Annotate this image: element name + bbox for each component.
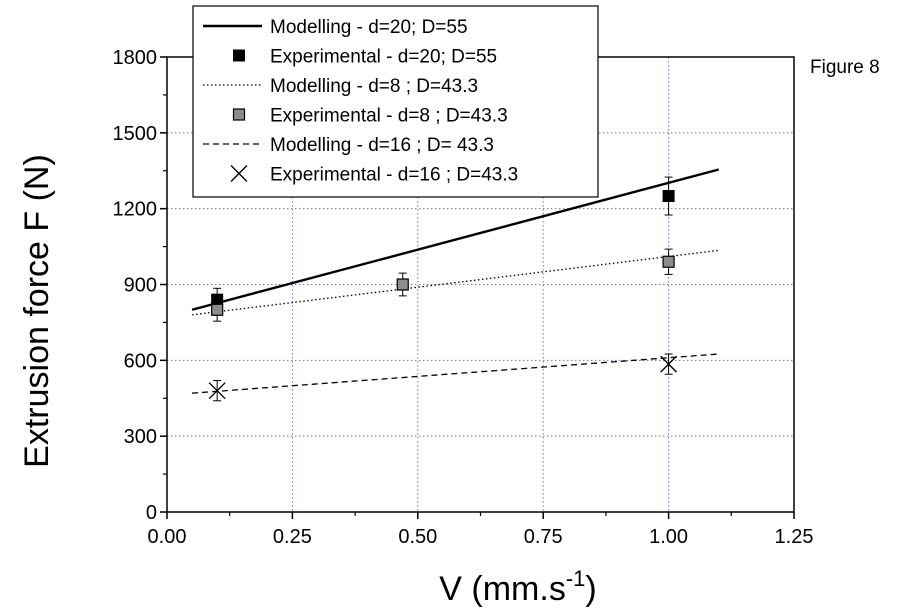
ticks <box>160 56 795 519</box>
x-tick-label: 0.00 <box>148 526 187 548</box>
data-point <box>208 382 226 400</box>
series-4 <box>211 248 675 322</box>
legend-symbol-4 <box>232 108 246 121</box>
data-point <box>660 355 678 373</box>
legend-label-6: Experimental - d=16 ; D=43.3 <box>270 165 518 186</box>
legend-box <box>192 5 599 198</box>
x-axis-title: V (mm.s-1) <box>439 566 596 608</box>
data-point <box>662 255 675 268</box>
legend-marker <box>232 108 246 121</box>
legend-label-1: Modelling - d=20; D=55 <box>270 17 468 38</box>
legend: Modelling - d=20; D=55 Experimental - d=2… <box>192 5 599 198</box>
y-tick-label: 900 <box>124 275 157 297</box>
series <box>191 168 720 402</box>
y-tick-label: 1800 <box>113 47 158 69</box>
series-6 <box>208 353 678 402</box>
legend-label-5: Modelling - d=16 ; D= 43.3 <box>270 135 494 156</box>
data-point <box>211 303 224 316</box>
y-axis-title: Extrusion force F (N) <box>18 154 56 468</box>
legend-label-2: Experimental - d=20; D=55 <box>270 47 497 68</box>
series-line <box>191 168 720 311</box>
y-tick-label: 0 <box>146 502 157 524</box>
x-axis-title-end: ) <box>585 570 596 608</box>
legend-label-4: Experimental - d=8 ; D=43.3 <box>270 106 508 127</box>
x-axis-title-main: V (mm.s <box>439 570 566 608</box>
x-tick-label: 0.75 <box>524 526 563 548</box>
y-tick-label: 300 <box>124 426 157 448</box>
data-point <box>396 278 409 291</box>
series-line <box>192 249 719 316</box>
series-5 <box>192 353 719 394</box>
tick-labels: 0 300 600 900 1200 1500 1800 0.00 0.25 0.50 0.75 1.… <box>113 47 814 548</box>
data-point <box>662 190 675 203</box>
y-tick-label: 1500 <box>113 123 158 145</box>
series-line <box>192 353 719 394</box>
cross-stroke <box>208 382 226 400</box>
cross-stroke <box>660 355 678 373</box>
x-axis-title-superscript: -1 <box>566 566 586 591</box>
y-tick-label: 600 <box>124 350 157 372</box>
x-tick-label: 1.25 <box>775 526 814 548</box>
x-tick-label: 1.00 <box>649 526 688 548</box>
figure-label: Figure 8 <box>810 57 880 78</box>
x-tick-label: 0.25 <box>273 526 312 548</box>
legend-marker <box>233 49 245 62</box>
series-3 <box>192 249 719 316</box>
legend-marker <box>230 165 248 182</box>
legend-symbol-2 <box>233 49 245 62</box>
legend-label-3: Modelling - d=8 ; D=43.3 <box>270 76 478 97</box>
y-tick-label: 1200 <box>113 199 158 221</box>
x-tick-label: 0.50 <box>398 526 437 548</box>
series-1 <box>191 168 720 311</box>
cross-stroke <box>230 165 248 182</box>
legend-symbol-6 <box>230 165 248 182</box>
